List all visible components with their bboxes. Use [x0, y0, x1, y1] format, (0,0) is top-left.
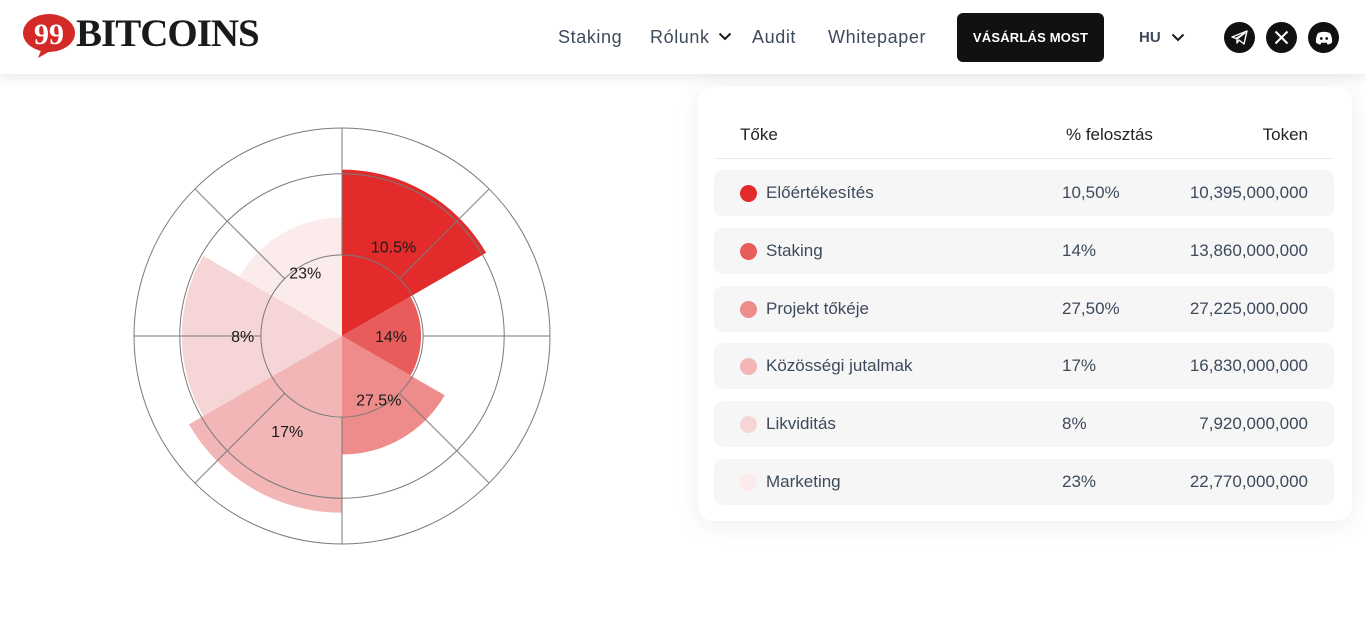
table-row: Közösségi jutalmak 17% 16,830,000,000: [714, 343, 1334, 389]
data-label: 17%: [271, 424, 303, 441]
allocation-table: Tőke % felosztás Token Előértékesítés 10…: [698, 86, 1352, 521]
header-percent: % felosztás: [1066, 125, 1153, 144]
discord-icon[interactable]: [1308, 22, 1339, 53]
row-name: Likviditás: [766, 414, 836, 433]
row-token: 10,395,000,000: [1189, 183, 1308, 202]
chevron-down-icon: [1171, 29, 1185, 46]
legend-dot: [740, 243, 757, 260]
x-icon[interactable]: [1266, 22, 1297, 53]
language-selector[interactable]: HU: [1139, 0, 1185, 74]
row-name: Projekt tőkéje: [766, 299, 869, 318]
logo-wordmark: BITCOINS: [76, 12, 260, 55]
speech-bubble-icon: 99: [23, 14, 75, 58]
row-token: 27,225,000,000: [1189, 299, 1308, 318]
row-percent: 10,50%: [1062, 183, 1120, 202]
row-percent: 23%: [1062, 472, 1097, 491]
grid-spoke: [194, 393, 285, 484]
token-allocation-chart: 10.5% 14% 27.5% 17% 8% 23%: [126, 120, 558, 552]
legend-dot: [740, 358, 757, 375]
site-logo[interactable]: 99 BITCOINS: [22, 12, 260, 60]
table-row: Projekt tőkéje 27,50% 27,225,000,000: [714, 286, 1334, 332]
svg-text:99: 99: [34, 18, 64, 51]
row-token: 7,920,000,000: [1199, 414, 1308, 433]
data-label: 8%: [231, 329, 254, 346]
table-row: Likviditás 8% 7,920,000,000: [714, 401, 1334, 447]
header-capital: Tőke: [740, 125, 778, 144]
row-token: 16,830,000,000: [1189, 356, 1308, 375]
row-name: Marketing: [766, 472, 841, 491]
data-label: 10.5%: [371, 240, 416, 257]
polar-area-chart-svg: 10.5% 14% 27.5% 17% 8% 23%: [133, 127, 551, 545]
header-token: Token: [1262, 125, 1308, 144]
nav-item-staking[interactable]: Staking: [558, 0, 622, 74]
telegram-icon[interactable]: [1224, 22, 1255, 53]
row-percent: 8%: [1062, 414, 1087, 433]
table-row: Előértékesítés 10,50% 10,395,000,000: [714, 170, 1334, 216]
row-percent: 27,50%: [1062, 299, 1120, 318]
row-name: Előértékesítés: [766, 183, 874, 202]
nav-link-label[interactable]: Whitepaper: [828, 26, 927, 47]
table-header: Tőke % felosztás Token: [714, 114, 1334, 159]
grid-spoke: [399, 188, 490, 279]
data-label: 23%: [289, 265, 321, 282]
chart-sector: [342, 169, 487, 336]
legend-dot: [740, 416, 757, 433]
site-header: 99 BITCOINS Staking Rólunk Audit Whitepa…: [0, 0, 1366, 74]
chart-sector: [188, 336, 342, 513]
legend-dot: [740, 301, 757, 318]
grid-spoke: [194, 188, 285, 279]
data-label: 14%: [375, 329, 407, 346]
row-name: Staking: [766, 241, 823, 260]
table-row: Staking 14% 13,860,000,000: [714, 228, 1334, 274]
chart-sector: [239, 217, 342, 336]
row-percent: 14%: [1062, 241, 1097, 260]
language-label: HU: [1139, 28, 1161, 46]
grid-spoke: [399, 393, 490, 484]
chart-sector: [342, 296, 422, 376]
nav-item-audit[interactable]: Audit: [752, 0, 796, 74]
row-token: 22,770,000,000: [1189, 472, 1308, 491]
chevron-down-icon[interactable]: [718, 28, 732, 46]
data-label: 27.5%: [356, 393, 401, 410]
logo-badge: 99: [22, 12, 80, 58]
row-name: Közösségi jutalmak: [766, 356, 913, 375]
nav-link-label[interactable]: Staking: [558, 26, 623, 47]
chart-sector: [181, 255, 342, 417]
row-token: 13,860,000,000: [1189, 241, 1308, 260]
nav-link-label[interactable]: Audit: [752, 26, 797, 47]
nav-item-rolunk[interactable]: Rólunk: [650, 0, 732, 74]
table-row: Marketing 23% 22,770,000,000: [714, 459, 1334, 505]
row-percent: 17%: [1062, 356, 1097, 375]
legend-dot: [740, 474, 757, 491]
legend-dot: [740, 185, 757, 202]
chart-sector: [342, 336, 445, 455]
nav-link-label[interactable]: Rólunk: [650, 26, 710, 47]
buy-now-button[interactable]: VÁSÁRLÁS MOST: [957, 13, 1104, 62]
nav-item-whitepaper[interactable]: Whitepaper: [828, 0, 926, 74]
